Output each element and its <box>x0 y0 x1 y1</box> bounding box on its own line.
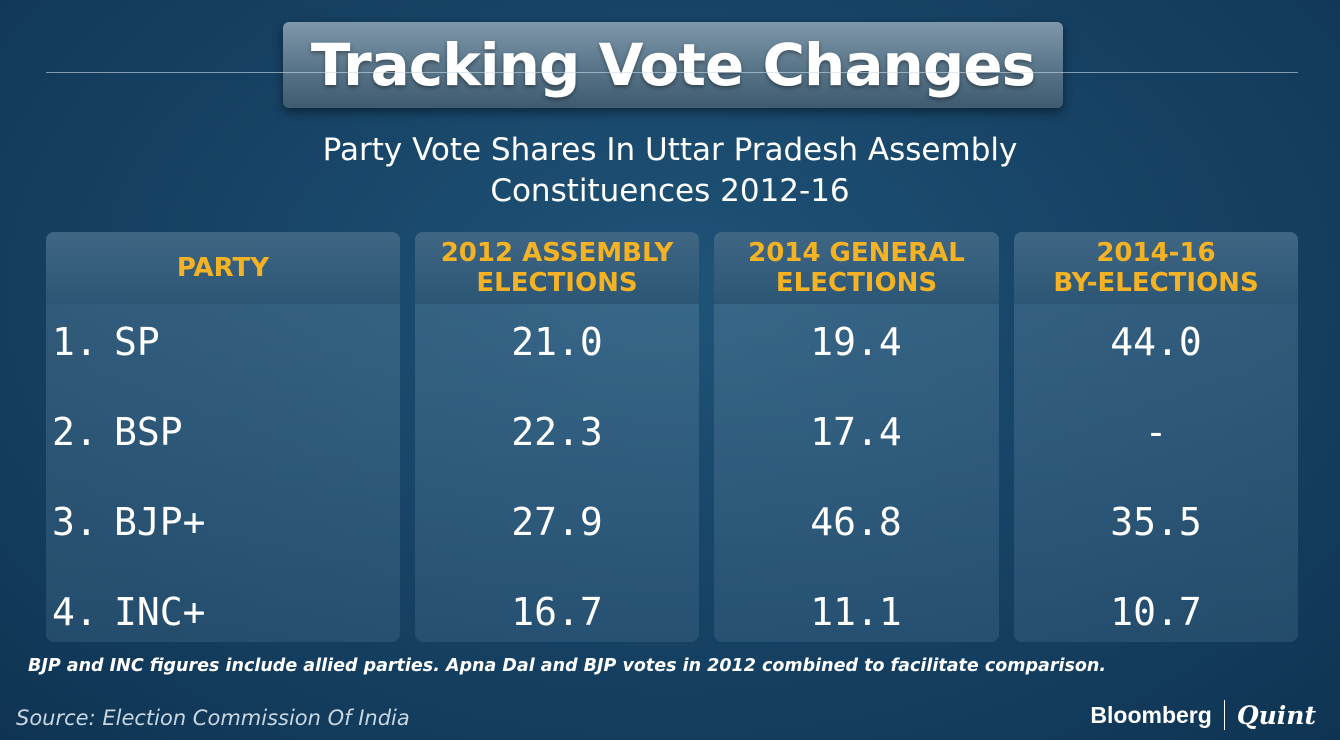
data-cell: 10.7 <box>1110 590 1202 634</box>
source-text: Source: Election Commission Of India <box>16 706 410 730</box>
data-cell: 17.4 <box>810 410 902 454</box>
data-cell: 35.5 <box>1110 500 1202 544</box>
column-header-by-elections: 2014-16 BY-ELECTIONS <box>1014 232 1298 304</box>
brand-divider <box>1223 700 1225 730</box>
party-label: SP <box>114 320 160 364</box>
party-label: BJP+ <box>114 500 206 544</box>
party-label: BSP <box>114 410 183 454</box>
data-cell: 22.3 <box>511 410 603 454</box>
column-2014: 2014 GENERAL ELECTIONS <box>714 232 999 642</box>
header-divider <box>46 72 1298 73</box>
row-number: 2. <box>52 410 98 454</box>
row-number: 4. <box>52 590 98 634</box>
data-cell: 11.1 <box>810 590 902 634</box>
header-text: 2012 ASSEMBLY ELECTIONS <box>440 238 674 298</box>
row-number: 3. <box>52 500 98 544</box>
column-header-party: PARTY <box>46 232 400 304</box>
column-header-2012: 2012 ASSEMBLY ELECTIONS <box>415 232 699 304</box>
column-by-elections: 2014-16 BY-ELECTIONS <box>1014 232 1298 642</box>
row-number: 1. <box>52 320 98 364</box>
data-cell: 27.9 <box>511 500 603 544</box>
header-text: 2014 GENERAL ELECTIONS <box>748 238 965 298</box>
chart-title: Tracking Vote Changes <box>310 31 1036 99</box>
data-cell: - <box>1144 410 1168 454</box>
data-cell: 16.7 <box>511 590 603 634</box>
data-cell: 46.8 <box>810 500 902 544</box>
column-2012: 2012 ASSEMBLY ELECTIONS <box>415 232 699 642</box>
title-box: Tracking Vote Changes <box>283 22 1063 108</box>
quint-logo: Quint <box>1236 700 1316 730</box>
header-text: PARTY <box>176 253 270 283</box>
bloomberg-logo: Bloomberg <box>1090 701 1212 728</box>
brand-logo: Bloomberg Quint <box>1090 700 1316 730</box>
data-cell: 19.4 <box>810 320 902 364</box>
data-cell: 44.0 <box>1110 320 1202 364</box>
party-label: INC+ <box>114 590 206 634</box>
column-header-2014: 2014 GENERAL ELECTIONS <box>714 232 999 304</box>
header-text: 2014-16 BY-ELECTIONS <box>1053 238 1259 298</box>
chart-subtitle-line-2: Constituences 2012-16 <box>490 173 850 209</box>
column-party: PARTY <box>46 232 400 642</box>
footnote: BJP and INC figures include allied parti… <box>28 656 1106 676</box>
chart-subtitle-line-1: Party Vote Shares In Uttar Pradesh Assem… <box>322 132 1018 168</box>
data-cell: 21.0 <box>511 320 603 364</box>
